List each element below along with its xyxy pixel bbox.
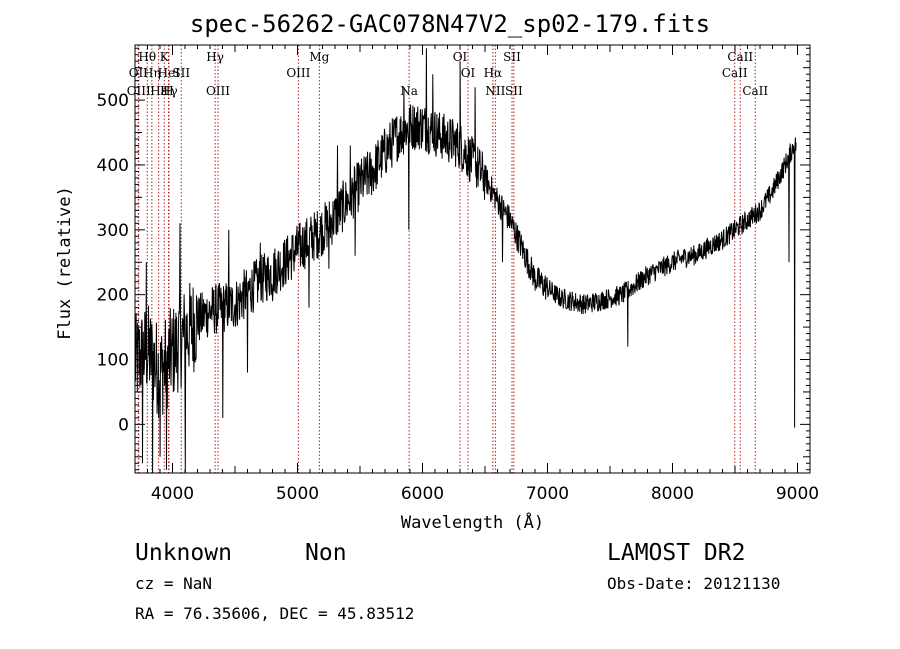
survey-name: LAMOST DR2	[607, 540, 746, 566]
object-subclass: Non	[305, 540, 347, 566]
plot-frame	[134, 44, 811, 474]
line-label-22: CaII	[722, 66, 748, 80]
y-axis-label: Flux (relative)	[55, 186, 75, 340]
line-label-23: CaII	[742, 84, 768, 98]
line-label-5: K	[160, 50, 170, 64]
line-label-2: Hη	[143, 66, 161, 80]
y-tick-label-4: 400	[97, 156, 129, 176]
line-label-9: H	[163, 84, 173, 98]
line-label-18: Hα	[484, 66, 503, 80]
x-axis: 4000 5000 6000 7000 8000 9000	[134, 45, 819, 504]
line-label-12: Mg	[309, 50, 329, 64]
y-tick-label-0: 0	[118, 415, 129, 435]
line-label-1: OII	[129, 66, 149, 80]
x-tick-label-4: 8000	[651, 484, 694, 504]
x-tick-label-5: 9000	[776, 484, 819, 504]
x-tick-label-0: 4000	[151, 484, 194, 504]
y-axis: 0 100 200 300 400 500	[97, 47, 810, 471]
line-label-3: OIII	[127, 84, 151, 98]
spectrum-line	[135, 48, 797, 473]
line-label-21: CaII	[727, 50, 753, 64]
line-label-17: SII	[503, 50, 521, 64]
line-label-10: Hγ	[206, 50, 224, 64]
line-label-20: SII	[505, 84, 523, 98]
x-tick-label-3: 7000	[526, 484, 569, 504]
y-tick-label-3: 300	[97, 221, 129, 241]
y-tick-label-1: 100	[97, 351, 129, 371]
line-label-15: OI	[453, 50, 468, 64]
ra-dec-coordinates: RA = 76.35606, DEC = 45.83512	[135, 604, 415, 623]
line-label-6: HeI	[158, 66, 181, 80]
line-label-4: Hε	[150, 84, 167, 98]
line-label-11: OIII	[206, 84, 230, 98]
y-tick-label-2: 200	[97, 286, 129, 306]
x-tick-label-1: 5000	[276, 484, 319, 504]
chart-title: spec-56262-GAC078N47V2_sp02-179.fits	[189, 10, 711, 38]
line-label-7: Hγ	[160, 84, 178, 98]
x-axis-label: Wavelength (Å)	[401, 511, 544, 533]
observation-date: Obs-Date: 20121130	[607, 574, 781, 593]
object-class: Unknown	[135, 540, 232, 566]
x-tick-label-2: 6000	[401, 484, 444, 504]
line-label-13: OIII	[286, 66, 310, 80]
y-tick-label-5: 500	[97, 91, 129, 111]
line-label-14: Na	[400, 84, 418, 98]
line-label-8: SII	[172, 66, 190, 80]
spectrum-series	[135, 48, 797, 473]
line-label-0: Hθ	[138, 50, 156, 64]
line-label-19: NII	[485, 84, 505, 98]
line-label-16: OI	[461, 66, 476, 80]
redshift-cz: cz = NaN	[135, 574, 213, 593]
